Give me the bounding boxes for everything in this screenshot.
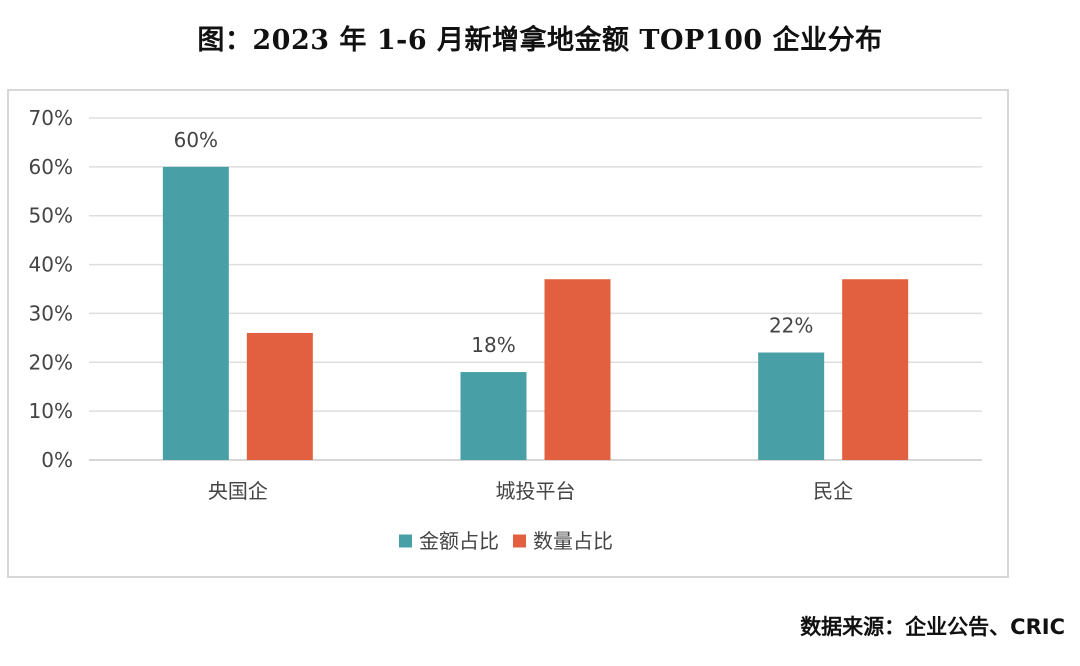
gridlines <box>89 117 982 461</box>
bar <box>246 332 313 460</box>
legend-label: 金额占比 <box>419 529 499 553</box>
bars <box>162 166 909 460</box>
source-note: 数据来源：企业公告、CRIC <box>800 615 1065 639</box>
y-tick-label: 70% <box>29 106 73 130</box>
data-label: 60% <box>174 128 218 152</box>
bar <box>544 279 611 460</box>
x-tick-label: 民企 <box>813 479 853 503</box>
bar-chart: 0% 10% 20% 30% 40% 50% 60% 70% 60% 18% 22% 央国企 城投平… <box>29 106 982 553</box>
legend-swatch <box>513 534 526 548</box>
legend-label: 数量占比 <box>533 529 613 553</box>
y-tick-label: 60% <box>29 155 73 179</box>
y-tick-label: 10% <box>29 399 73 423</box>
data-label: 18% <box>471 333 515 357</box>
legend-swatch <box>399 534 412 548</box>
x-tick-label: 央国企 <box>208 479 268 503</box>
chart-title: 图：2023 年 1-6 月新增拿地金额 TOP100 企业分布 <box>197 25 883 56</box>
y-tick-label: 0% <box>41 448 73 472</box>
bar <box>460 372 527 460</box>
bar <box>842 279 909 460</box>
bar <box>758 352 825 460</box>
chart-area: 0% 10% 20% 30% 40% 50% 60% 70% 60% 18% 22% 央国企 城投平… <box>7 89 1009 578</box>
y-tick-label: 50% <box>29 204 73 228</box>
y-axis-ticks: 0% 10% 20% 30% 40% 50% 60% 70% <box>29 106 73 472</box>
bar <box>162 166 229 460</box>
data-labels: 60% 18% 22% <box>174 128 814 357</box>
data-label: 22% <box>769 314 813 338</box>
x-axis-ticks: 央国企 城投平台 民企 <box>208 479 853 503</box>
x-tick-label: 城投平台 <box>496 479 576 503</box>
y-tick-label: 40% <box>29 253 73 277</box>
y-tick-label: 30% <box>29 301 73 325</box>
legend: 金额占比 数量占比 <box>399 529 613 553</box>
y-tick-label: 20% <box>29 350 73 374</box>
